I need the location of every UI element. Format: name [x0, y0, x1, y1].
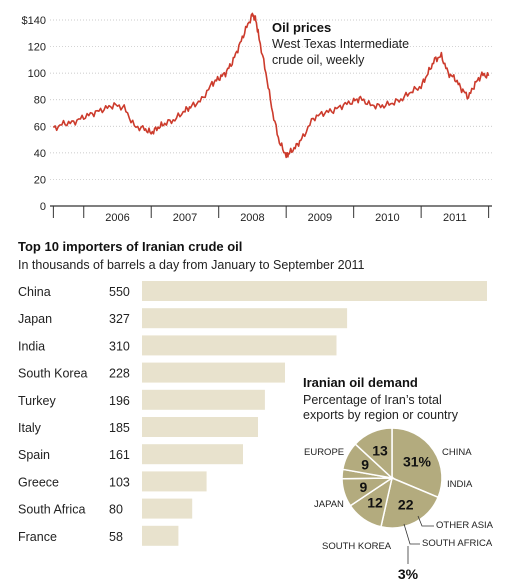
bar-value-label: 228 — [109, 367, 130, 381]
x-tick-label: 2011 — [443, 212, 467, 224]
bar — [142, 308, 348, 329]
pie-slice-label: SOUTH KOREA — [322, 541, 392, 552]
bar-category-label: Spain — [18, 448, 50, 462]
pie-slice-label: OTHER ASIA — [436, 520, 494, 531]
pie-chart-subtitle-1: Percentage of Iran’s total — [303, 393, 442, 407]
line-y-ticks: 0 20 40 60 80 100 120 $140 — [22, 15, 46, 213]
bar — [142, 281, 487, 301]
pie-value-label: 9 — [361, 457, 369, 473]
line-grid — [50, 19, 492, 207]
bar-value-label: 161 — [109, 448, 130, 462]
pie-slice-label: JAPAN — [314, 499, 344, 510]
bar-chart-title: Top 10 importers of Iranian crude oil — [18, 239, 242, 254]
pie-value-label: 22 — [398, 497, 414, 513]
price-series-line — [52, 12, 490, 159]
bar-value-label: 196 — [109, 394, 130, 408]
x-tick-label: 2007 — [173, 212, 197, 224]
bar — [142, 335, 337, 356]
bar-category-label: Turkey — [18, 394, 56, 408]
x-tick-label: 2010 — [375, 212, 399, 224]
bar-value-label: 310 — [109, 339, 130, 353]
pie-value-label: 3% — [398, 566, 419, 582]
pie-value-label: 12 — [367, 495, 383, 511]
pie-slice-label: CHINA — [442, 447, 472, 458]
line-x-ticks: 2006 2007 2008 2009 2010 2011 — [52, 206, 490, 224]
bar-category-label: Italy — [18, 421, 42, 435]
bar — [142, 498, 193, 519]
bar — [142, 444, 243, 465]
x-tick-label: 2006 — [105, 212, 129, 224]
importers-bar-chart: Top 10 importers of Iranian crude oil In… — [18, 239, 487, 546]
y-tick-label: 100 — [28, 68, 46, 80]
pie-slice — [391, 427, 443, 499]
x-tick-label: 2009 — [308, 212, 332, 224]
pie-chart-subtitle-2: exports by region or country — [303, 408, 459, 422]
pie-value-label: 13 — [372, 443, 388, 459]
line-chart-title: Oil prices — [272, 20, 331, 35]
bar — [142, 417, 258, 437]
y-tick-label: $140 — [22, 15, 46, 27]
pie: 31% EUROPE 22 CHINA 12 INDIA 9 OTHER ASIA 3% SOUT… — [304, 427, 494, 582]
line-chart-subtitle-2: crude oil, weekly — [272, 53, 365, 67]
pie-value-label: 31% — [403, 453, 432, 469]
x-tick-label: 2008 — [240, 212, 264, 224]
pie-value-label: 9 — [360, 479, 368, 495]
bar-chart-subtitle: In thousands of barrels a day from Janua… — [18, 258, 365, 272]
bar-category-label: Japan — [18, 312, 52, 326]
bars: China 550 Japan 327 India 310 South Korea 228 Tu… — [18, 281, 487, 546]
bar-value-label: 185 — [109, 421, 130, 435]
y-tick-label: 120 — [28, 42, 46, 54]
bar — [142, 525, 179, 546]
y-tick-label: 40 — [34, 148, 46, 160]
pie-slice — [354, 427, 393, 480]
demand-pie-chart: Iranian oil demand Percentage of Iran’s … — [303, 375, 494, 582]
bar-category-label: India — [18, 339, 45, 353]
bar — [142, 362, 285, 383]
bar-value-label: 327 — [109, 312, 130, 326]
bar-category-label: France — [18, 530, 57, 544]
leader-line — [403, 523, 420, 545]
pie-slice-label: INDIA — [447, 479, 473, 490]
oil-price-chart: 0 20 40 60 80 100 120 $140 2006 2007 2008 2009 2010… — [22, 12, 492, 224]
pie-chart-title: Iranian oil demand — [303, 375, 418, 390]
y-tick-label: 60 — [34, 121, 46, 133]
pie-slice — [380, 476, 440, 529]
bar-category-label: China — [18, 285, 51, 299]
bar-category-label: South Korea — [18, 367, 88, 381]
pie-slice-label: SOUTH AFRICA — [422, 538, 493, 549]
y-tick-label: 20 — [34, 174, 46, 186]
bar-category-label: South Africa — [18, 503, 85, 517]
pie-slice-label: EUROPE — [304, 447, 344, 458]
bar-value-label: 103 — [109, 475, 130, 489]
y-tick-label: 80 — [34, 95, 46, 107]
bar — [142, 471, 207, 492]
bar-value-label: 550 — [109, 285, 130, 299]
leader-line — [417, 515, 434, 527]
bar-category-label: Greece — [18, 475, 59, 489]
bar — [142, 389, 265, 410]
bar-value-label: 58 — [109, 530, 123, 544]
y-tick-label: 0 — [40, 201, 46, 213]
line-chart-subtitle-1: West Texas Intermediate — [272, 37, 409, 51]
bar-value-label: 80 — [109, 503, 123, 517]
